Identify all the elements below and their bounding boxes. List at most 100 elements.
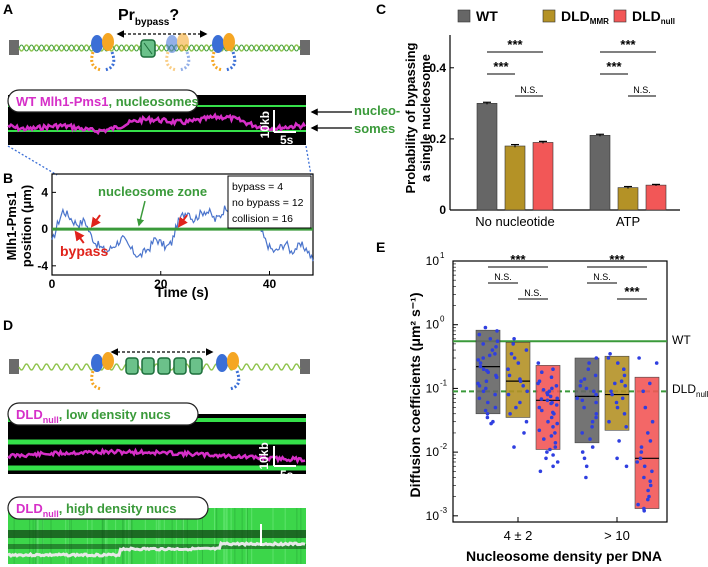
y-tick-label: 4 [41, 185, 48, 199]
data-point [648, 483, 653, 488]
significance-label: *** [507, 37, 523, 52]
data-point [590, 425, 594, 429]
data-point [613, 381, 617, 386]
data-point [650, 419, 655, 424]
data-point [639, 445, 644, 449]
y-tick-exponent: -1 [440, 378, 448, 387]
y-tick-label: -4 [37, 259, 48, 273]
bypass-label: bypass [60, 243, 108, 259]
data-point [555, 460, 560, 464]
category-label: ATP [616, 214, 640, 229]
dna-anchor-left-d [9, 359, 19, 374]
scale-d-kb: 10kb [257, 442, 271, 469]
panel-c: C WT DLDMMR DLDnull 00.20.4No nucleotide**… [376, 1, 680, 229]
category-label: > 10 [604, 528, 630, 543]
y-tick-label: 10 [426, 509, 440, 523]
data-point [486, 400, 490, 405]
bar [476, 103, 498, 211]
kymo-d2-sub: null [43, 509, 59, 519]
data-point [594, 392, 598, 397]
dld-null-line-label-prefix: DLD [672, 382, 696, 396]
kymo-dark-band [8, 530, 306, 538]
data-point [518, 400, 522, 405]
data-point [586, 367, 591, 372]
data-point [642, 475, 646, 480]
panel-a-letter: A [3, 1, 13, 17]
data-point [495, 339, 500, 344]
data-point [518, 377, 522, 381]
data-point [508, 412, 512, 416]
kymo-dark-band [8, 544, 306, 549]
data-point [541, 388, 546, 392]
scale-d-s: 5s [280, 468, 294, 482]
data-point [639, 450, 644, 454]
data-point [623, 384, 627, 388]
y-tick-base: 10 [426, 509, 440, 523]
pr-subscript: bypass [135, 17, 170, 28]
data-point [594, 412, 599, 416]
data-point [578, 384, 583, 388]
box [604, 355, 630, 431]
kymo-low-protein-trace [7, 447, 306, 465]
kymo-d2-dld: DLD [16, 501, 43, 516]
pr-prefix: Pr [118, 7, 135, 24]
data-point [511, 342, 515, 346]
plot-b-ylabel-2: position (μm) [19, 185, 34, 267]
y-tick-base: 10 [426, 381, 440, 395]
x-tick-label: 20 [154, 277, 168, 291]
significance-label: *** [510, 252, 526, 267]
data-point [477, 384, 482, 388]
data-point [580, 450, 585, 454]
y-tick-base: 10 [426, 318, 440, 332]
data-point [521, 384, 525, 388]
data-point [506, 392, 511, 397]
bypass-arrow [90, 214, 101, 228]
data-point [614, 400, 619, 405]
x-tick-label: 0 [49, 277, 56, 291]
significance-label: N.S. [524, 288, 542, 298]
data-point [648, 381, 652, 386]
data-point [485, 412, 490, 416]
box [505, 341, 531, 418]
data-point [648, 479, 652, 484]
data-point [549, 434, 554, 438]
kymo-d2-label-box [7, 496, 209, 520]
data-point [509, 352, 514, 356]
dna-anchor-right [300, 40, 310, 55]
bypass-arrow [177, 214, 188, 228]
scale-bar-a [273, 110, 296, 133]
data-point [542, 437, 546, 441]
data-point [638, 456, 643, 461]
data-point [624, 425, 628, 429]
data-point [512, 445, 516, 449]
data-point [488, 337, 493, 341]
data-point [620, 396, 625, 401]
mlh1-pms1-complex-1 [90, 33, 116, 72]
data-point [494, 375, 499, 380]
data-point [554, 384, 559, 388]
y-tick-label: 0.2 [429, 132, 446, 146]
data-point [476, 358, 481, 362]
data-point [512, 356, 517, 360]
zone-label: nucleosome zone [98, 184, 207, 199]
data-point [590, 445, 595, 449]
data-point [524, 419, 529, 424]
kymo-a-label-green: , nucleosomes [108, 94, 198, 109]
data-point [580, 431, 584, 435]
dna-anchor-left [9, 40, 19, 55]
y-tick-exponent: -2 [440, 442, 448, 451]
data-point [616, 361, 620, 365]
data-point [609, 389, 613, 394]
data-point [551, 464, 555, 469]
data-point [549, 375, 554, 380]
box [634, 376, 660, 509]
significance-label: N.S. [593, 272, 611, 282]
data-point [607, 419, 611, 424]
data-point [588, 437, 592, 441]
data-point [641, 389, 645, 394]
data-point [593, 373, 598, 378]
data-point [582, 377, 587, 381]
legend-label: DLDnull [632, 8, 675, 26]
zoom-dotted-right [305, 145, 312, 176]
data-point [549, 415, 554, 420]
